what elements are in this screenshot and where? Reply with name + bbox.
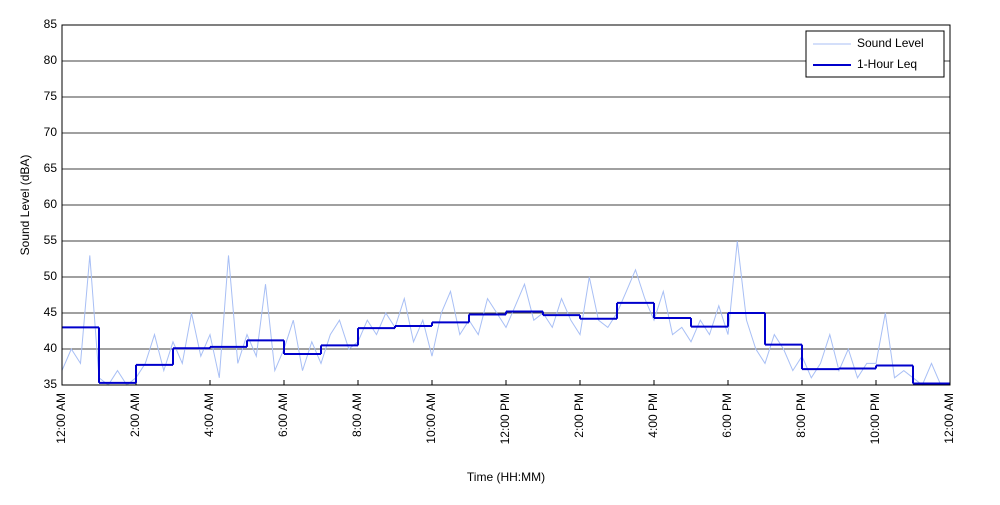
y-tick-label: 40 <box>44 341 58 355</box>
y-tick-label: 55 <box>44 233 58 247</box>
y-tick-label: 50 <box>44 269 58 283</box>
x-tick-label: 10:00 PM <box>868 393 882 444</box>
y-tick-label: 80 <box>44 53 58 67</box>
y-tick-label: 45 <box>44 305 58 319</box>
x-tick-label: 10:00 AM <box>424 393 438 444</box>
y-tick-label: 60 <box>44 197 58 211</box>
x-tick-label: 4:00 AM <box>202 393 216 437</box>
x-tick-label: 6:00 PM <box>720 393 734 438</box>
y-tick-label: 35 <box>44 377 58 391</box>
y-tick-label: 70 <box>44 125 58 139</box>
y-tick-label: 85 <box>44 17 58 31</box>
legend-box <box>805 30 945 78</box>
x-tick-label: 2:00 PM <box>572 393 586 438</box>
legend-label: Sound Level <box>857 36 924 50</box>
x-tick-label: 8:00 AM <box>350 393 364 437</box>
x-tick-label: 12:00 AM <box>942 393 956 444</box>
plot-border <box>61 24 951 386</box>
x-tick-label: 8:00 PM <box>794 393 808 438</box>
x-axis-label: Time (HH:MM) <box>467 470 545 484</box>
x-tick-label: 12:00 PM <box>498 393 512 444</box>
y-tick-label: 75 <box>44 89 58 103</box>
legend-label: 1-Hour Leq <box>857 57 917 71</box>
y-tick-label: 65 <box>44 161 58 175</box>
x-tick-label: 12:00 AM <box>54 393 68 444</box>
y-axis-label: Sound Level (dBA) <box>18 155 32 256</box>
x-tick-label: 2:00 AM <box>128 393 142 437</box>
x-tick-label: 6:00 AM <box>276 393 290 437</box>
x-tick-label: 4:00 PM <box>646 393 660 438</box>
